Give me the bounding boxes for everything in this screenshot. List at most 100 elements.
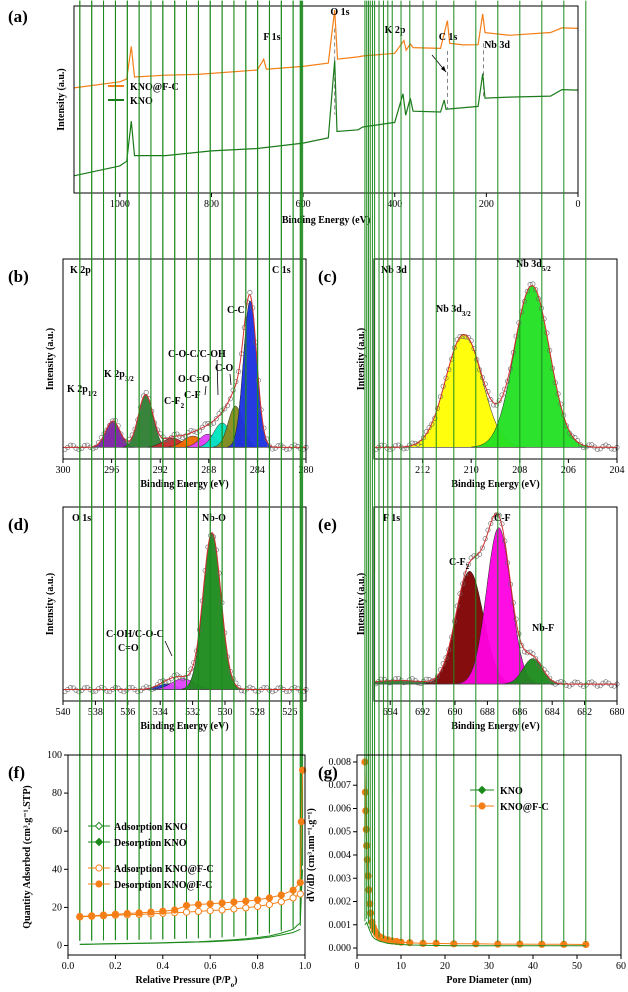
series-line [79,770,304,917]
x-tick-label: 30 [484,961,494,972]
y-axis-label: Intensity (a.u.) [356,328,367,391]
data-point [124,439,130,445]
panel-b-frame [62,258,307,460]
data-point [384,445,390,451]
data-point [206,900,214,908]
annot-k2p: K 2p [385,25,406,36]
annot-cocoh: C-O-C/C-OH [168,349,226,360]
data-point [124,687,130,693]
panel-a: (a)10008006004002000Binding Energy (eV)I… [8,5,581,226]
annot-nb3d: Nb 3d [484,40,510,51]
panel-label-d: (d) [8,515,29,534]
y-axis-label: Intensity (a.u.) [45,573,56,636]
x-axis-label: Pore Diameter (nm) [446,975,531,986]
legend-marker [95,880,103,888]
annot-nb52-main: Nb 3d [516,259,542,270]
y-axis-label: Intensity (a.u.) [56,68,67,131]
legend-label: KNO@F-C [500,802,549,813]
panel-label-c: (c) [318,267,337,286]
legend-marker [478,802,486,810]
panel-b: 300296292288284280Binding Energy (eV)Int… [8,258,314,490]
x-axis-label: Binding Energy (eV) [140,479,228,490]
data-point [70,685,76,691]
data-point [603,679,609,685]
data-point [597,683,603,689]
data-point [392,443,398,449]
data-point [538,940,546,948]
data-point [272,445,278,451]
x-tick-label: 688 [480,707,495,718]
annot-cf2-main: C-F [449,557,466,568]
data-point [277,898,285,906]
x-tick-label: 684 [545,707,560,718]
legend-label: Adsorption KNO@F-C [114,864,214,875]
panel-f-frame [67,754,306,956]
data-point [381,676,387,682]
data-point [182,908,191,916]
panel-label-g: (g) [318,763,338,782]
data-point [93,688,99,694]
data-point [264,685,270,691]
data-point [295,443,301,449]
data-point [163,437,169,443]
panel-g: (g)0 10 20 30 40 50 600.0000.0010.0020.0030.00… [306,0,626,986]
fit-envelope [373,512,617,685]
data-point [479,545,485,551]
data-point [199,424,205,430]
series-line [79,869,304,945]
data-point [98,684,104,690]
annot-cc: C-C [227,305,245,316]
data-point [277,891,285,899]
annot-cf: C-F [494,513,511,524]
x-axis-label: Binding Energy (eV) [451,721,539,732]
series-line [364,921,586,947]
data-point [606,680,612,686]
panel-label-e: (e) [318,515,337,534]
data-point [426,676,432,682]
legend-label: Adsorption KNO [114,822,188,833]
x-tick-label: 0.2 [109,961,122,972]
data-point [538,664,544,670]
data-point [533,656,539,662]
data-point [118,431,124,437]
annot-k2p32-sub: 3/2 [125,375,134,383]
data-point [182,674,188,680]
data-point [111,910,120,918]
x-tick-label: 210 [464,465,479,476]
data-point [488,520,494,526]
annot-nb32-main: Nb 3d [436,304,462,315]
annot-nb52-sub: 5/2 [542,265,551,273]
data-point [286,446,292,452]
data-point [96,440,102,446]
x-tick-label: 0.0 [62,961,75,972]
legend-marker [95,864,103,872]
data-point [101,686,107,692]
annot-k2p12-sub: 1/2 [88,390,97,398]
data-point [154,682,160,688]
data-point [569,433,575,439]
annot-o1s: O 1s [330,7,349,18]
annot-nb32-sub: 3/2 [462,310,471,318]
legend-marker [477,785,487,795]
x-tick-label: 680 [610,707,625,718]
x-tick-label: 296 [104,465,119,476]
x-tick-label: 694 [383,707,398,718]
x-tick-label: 0.6 [204,961,217,972]
data-point [295,686,301,692]
y-tick-label: 0.006 [329,803,352,814]
x-tick-label: 40 [528,961,538,972]
annot-c1s: C 1s [439,32,458,43]
data-point [230,898,238,906]
y-tick-label: 80 [52,788,62,799]
x-tick-label: 540 [56,707,71,718]
y-tick-label: 0 [57,940,62,951]
data-point [465,561,471,567]
data-point [289,894,297,902]
data-point [496,398,502,404]
data-point [502,386,508,392]
y-tick-label: 0.002 [329,897,352,908]
data-point [194,907,202,916]
data-point [101,431,107,437]
data-point [286,688,292,694]
data-point [597,446,603,452]
